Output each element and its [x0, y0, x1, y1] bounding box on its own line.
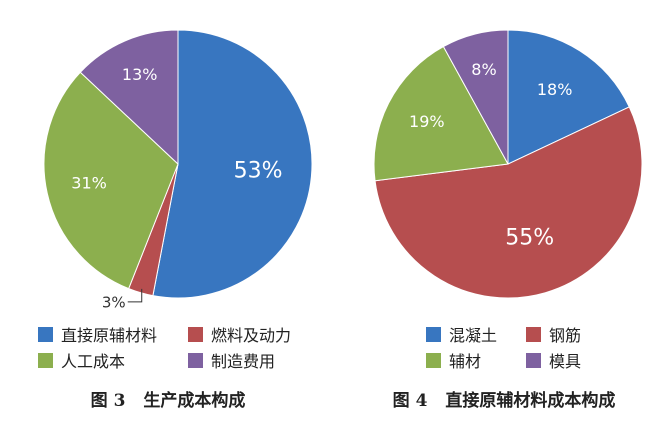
legend-label: 钢筋 — [549, 326, 582, 345]
legend-item-molds: 模具 — [526, 348, 581, 372]
pie-chart-direct-materials: 18% 55% 19% 8% — [373, 29, 643, 299]
chart-direct-materials: 18% 55% 19% 8% 混凝土 钢筋 辅材 模具 图 4 直接原辅材料成本构成 — [336, 0, 672, 431]
pie-slice — [374, 106, 643, 299]
legend-label: 人工成本 — [61, 352, 126, 371]
legend-label: 辅材 — [449, 352, 482, 371]
legend-swatch — [188, 326, 203, 342]
legend-swatch — [188, 352, 203, 368]
legend-swatch — [526, 326, 541, 342]
slice-value-label: 53% — [234, 159, 283, 184]
legend-swatch — [526, 352, 541, 368]
figure-title: 直接原辅材料成本构成 — [445, 391, 616, 411]
figure-caption: 图 4 直接原辅材料成本构成 — [336, 386, 672, 411]
legend-swatch — [426, 326, 441, 342]
legend-item-labor: 人工成本 — [38, 348, 125, 372]
legend-swatch — [38, 326, 53, 342]
legend-item-auxiliary: 辅材 — [426, 348, 481, 372]
chart-production-cost: 53% 3% 31% 13% 直接原辅材料 燃料及动力 人工成本 制造费用 图 3 生… — [0, 29, 336, 411]
figure-caption: 图 3 生产成本构成 — [0, 386, 336, 411]
slice-value-label: 18% — [537, 80, 573, 99]
figure-title: 生产成本构成 — [143, 391, 246, 411]
slice-value-label: 55% — [505, 226, 554, 251]
legend-item-fuel-power: 燃料及动力 — [188, 322, 291, 346]
legend-label: 制造费用 — [211, 352, 276, 371]
leader-line — [127, 288, 143, 303]
legend-label: 混凝土 — [449, 326, 498, 345]
legend-label: 燃料及动力 — [211, 326, 292, 345]
pie-slice — [152, 29, 313, 299]
legend-swatch — [426, 352, 441, 368]
slice-value-label: 13% — [122, 65, 158, 84]
legend-label: 模具 — [549, 352, 582, 371]
pie-slice — [442, 29, 509, 165]
legend-item-concrete: 混凝土 — [426, 322, 497, 346]
pie-slice — [43, 71, 179, 290]
pie-slice — [507, 29, 630, 165]
legend-item-manufacturing: 制造费用 — [188, 348, 275, 372]
pie-slice — [79, 29, 179, 166]
legend-item-rebar: 钢筋 — [526, 322, 581, 346]
slice-value-label: 8% — [471, 60, 496, 79]
pie-chart-production-cost: 53% 3% 31% 13% — [43, 29, 313, 310]
slice-value-label: 31% — [71, 173, 107, 192]
pie-slice — [373, 45, 509, 182]
legend-item-direct-materials: 直接原辅材料 — [38, 322, 157, 346]
slice-value-label: 3% — [102, 293, 126, 310]
legend-swatch — [38, 352, 53, 368]
figure-number: 图 3 — [90, 391, 126, 411]
legend-label: 直接原辅材料 — [61, 326, 158, 345]
slice-value-label: 19% — [409, 112, 445, 131]
figure-number: 图 4 — [392, 391, 428, 411]
